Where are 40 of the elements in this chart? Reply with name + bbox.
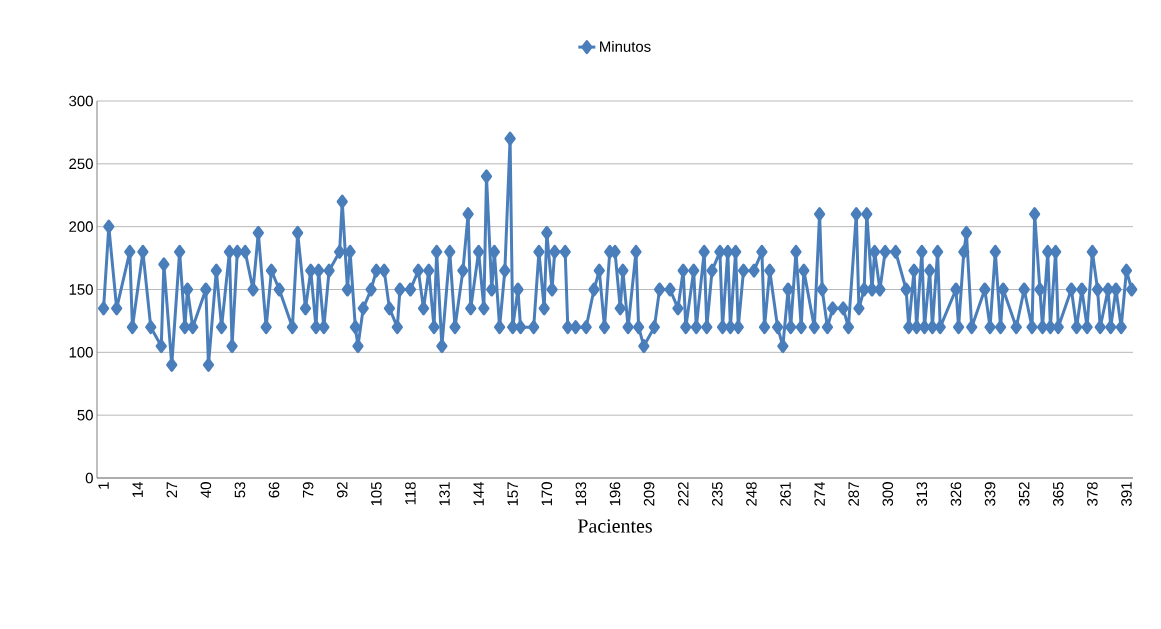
y-tick-label: 100 [69, 347, 93, 358]
x-tick-label: 300 [882, 482, 894, 506]
x-tick-label: 339 [984, 482, 996, 506]
y-tick-label: 0 [85, 472, 93, 484]
x-tick-label: 92 [336, 482, 348, 498]
x-tick-label: 118 [405, 482, 416, 505]
x-tick-label: 66 [268, 482, 280, 498]
x-tick-label: 209 [643, 482, 655, 506]
x-tick-label: 157 [507, 482, 518, 506]
x-tick-label: 248 [746, 482, 757, 506]
x-tick-label: 313 [916, 482, 928, 506]
x-tick-label: 378 [1087, 482, 1098, 506]
x-tick-label: 53 [234, 482, 246, 498]
x-tick-label: 235 [712, 482, 723, 506]
x-tick-label: 352 [1018, 482, 1030, 506]
x-tick-label: 79 [302, 482, 314, 498]
y-tick-label: 150 [69, 284, 93, 295]
x-axis-title: Pacientes [577, 519, 652, 533]
legend-label: Minutos [600, 40, 651, 52]
x-tick-label: 105 [371, 482, 382, 506]
x-tick-label: 365 [1052, 482, 1064, 506]
x-tick-label: 183 [575, 482, 587, 506]
x-tick-label: 196 [609, 482, 621, 506]
x-tick-label: 1 [98, 482, 109, 489]
x-tick-label: 14 [132, 481, 143, 497]
x-tick-label: 222 [677, 482, 689, 506]
x-tick-label: 144 [473, 481, 484, 506]
y-tick-label: 250 [69, 158, 93, 170]
x-tick-label: 326 [950, 482, 962, 506]
x-tick-label: 40 [200, 482, 212, 498]
x-tick-label: 287 [848, 482, 859, 506]
x-tick-label: 131 [439, 482, 450, 506]
x-tick-label: 170 [541, 482, 553, 506]
x-tick-label: 391 [1121, 482, 1132, 506]
y-tick-label: 300 [69, 95, 93, 107]
x-tick-label: 261 [780, 482, 791, 506]
x-tick-label: 274 [814, 481, 825, 506]
y-tick-label: 50 [77, 409, 93, 421]
y-tick-label: 200 [69, 221, 93, 232]
x-tick-label: 27 [166, 482, 177, 498]
